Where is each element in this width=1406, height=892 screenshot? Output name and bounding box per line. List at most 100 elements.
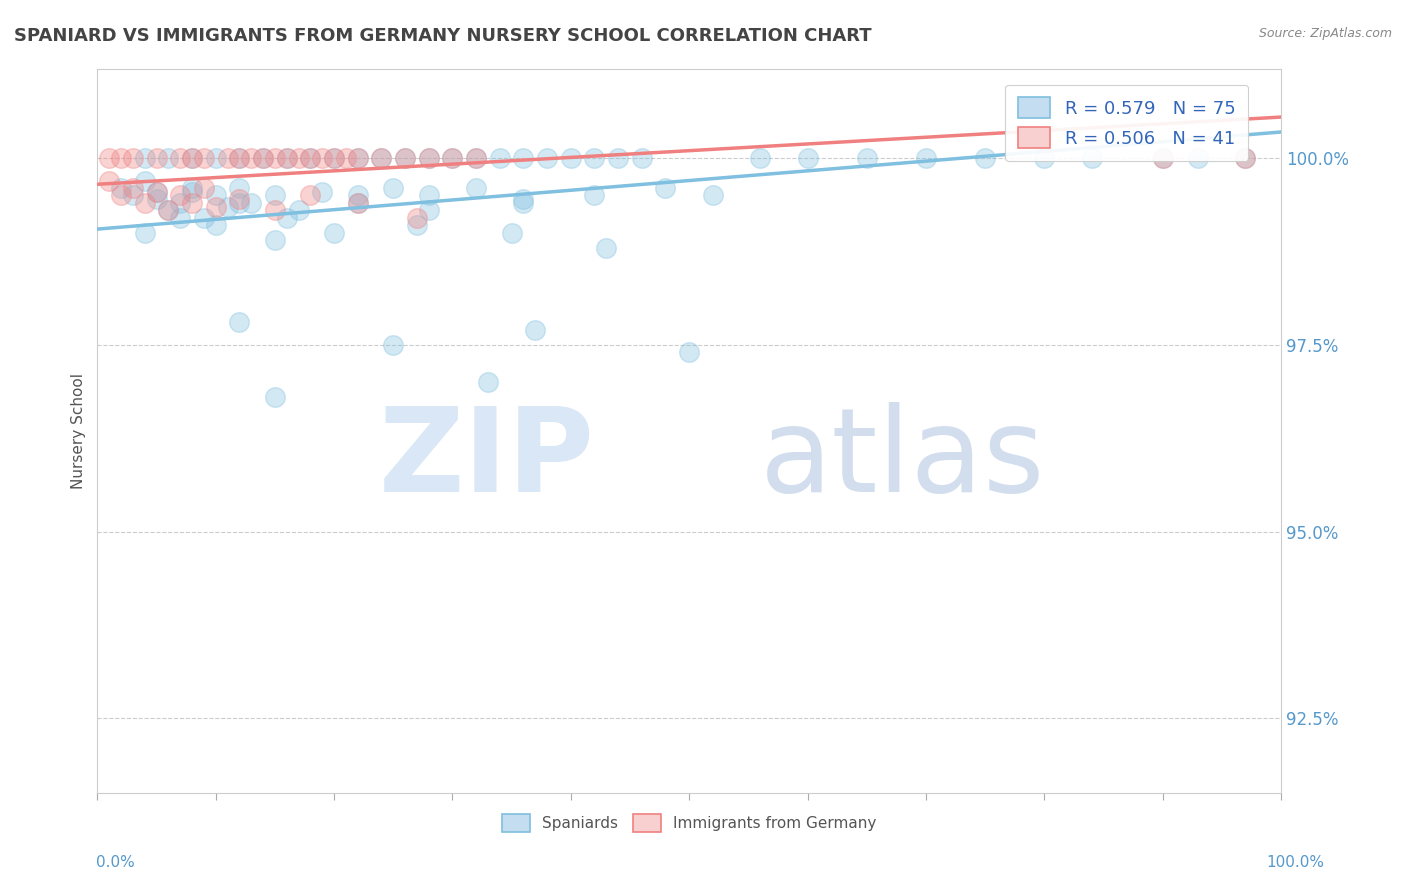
Point (134, 173, 156, 187)
Point (370, 151, 392, 165)
Point (974, 151, 997, 165)
Text: Source: ZipAtlas.com: Source: ZipAtlas.com (1258, 27, 1392, 40)
Point (512, 192, 534, 206)
Point (418, 151, 440, 165)
Point (346, 151, 368, 165)
Point (169, 196, 191, 211)
Point (204, 151, 226, 165)
Point (121, 151, 143, 165)
Point (1234, 151, 1257, 165)
Point (181, 185, 204, 199)
Point (370, 151, 392, 165)
Point (1187, 151, 1209, 165)
Point (98, 151, 121, 165)
Point (264, 390, 287, 404)
Point (441, 151, 464, 165)
Point (501, 226, 523, 240)
Point (536, 151, 558, 165)
Point (311, 151, 333, 165)
Point (228, 181, 250, 195)
Text: atlas: atlas (759, 402, 1045, 517)
Point (477, 375, 499, 389)
Point (110, 151, 132, 165)
Point (157, 203, 180, 218)
Point (346, 196, 368, 211)
Point (157, 203, 180, 218)
Point (418, 151, 440, 165)
Point (702, 188, 724, 202)
Point (169, 211, 191, 225)
Point (193, 211, 215, 225)
Point (299, 188, 322, 202)
Point (630, 151, 652, 165)
Point (560, 151, 582, 165)
Point (1152, 151, 1174, 165)
Point (323, 151, 346, 165)
Point (299, 151, 322, 165)
Point (181, 151, 204, 165)
Point (252, 151, 274, 165)
Point (406, 211, 429, 225)
Point (252, 151, 274, 165)
Point (217, 151, 239, 165)
Point (169, 188, 191, 202)
Point (382, 338, 405, 352)
Point (134, 226, 156, 240)
Point (1152, 151, 1174, 165)
Point (240, 151, 263, 165)
Point (276, 151, 298, 165)
Point (465, 151, 488, 165)
Point (264, 203, 287, 218)
Point (264, 188, 287, 202)
Point (583, 151, 606, 165)
Point (346, 151, 368, 165)
Text: SPANIARD VS IMMIGRANTS FROM GERMANY NURSERY SCHOOL CORRELATION CHART: SPANIARD VS IMMIGRANTS FROM GERMANY NURS… (14, 27, 872, 45)
Point (678, 345, 700, 359)
Y-axis label: Nursery School: Nursery School (72, 373, 86, 489)
Point (299, 151, 322, 165)
Point (145, 185, 167, 199)
Point (204, 188, 226, 202)
Point (169, 151, 191, 165)
Point (524, 323, 547, 337)
Legend: Spaniards, Immigrants from Germany: Spaniards, Immigrants from Germany (495, 806, 884, 839)
Text: 0.0%: 0.0% (96, 855, 135, 870)
Point (855, 151, 877, 165)
Point (382, 181, 405, 195)
Point (465, 181, 488, 195)
Point (193, 151, 215, 165)
Point (157, 151, 180, 165)
Point (418, 203, 440, 218)
Point (181, 181, 204, 195)
Point (276, 151, 298, 165)
Point (595, 241, 617, 255)
Point (488, 151, 510, 165)
Point (287, 151, 309, 165)
Text: 100.0%: 100.0% (1267, 855, 1324, 870)
Point (121, 181, 143, 195)
Point (915, 151, 938, 165)
Point (145, 185, 167, 199)
Point (121, 188, 143, 202)
Point (335, 151, 357, 165)
Point (134, 151, 156, 165)
Point (394, 151, 416, 165)
Point (323, 226, 346, 240)
Point (512, 151, 534, 165)
Point (181, 196, 204, 211)
Point (98, 173, 121, 187)
Point (311, 185, 333, 199)
Point (749, 151, 772, 165)
Point (1033, 151, 1056, 165)
Point (394, 151, 416, 165)
Point (654, 181, 676, 195)
Point (110, 188, 132, 202)
Point (583, 188, 606, 202)
Point (264, 233, 287, 247)
Point (228, 196, 250, 211)
Point (796, 151, 818, 165)
Point (193, 181, 215, 195)
Text: ZIP: ZIP (378, 402, 595, 517)
Point (228, 151, 250, 165)
Point (228, 151, 250, 165)
